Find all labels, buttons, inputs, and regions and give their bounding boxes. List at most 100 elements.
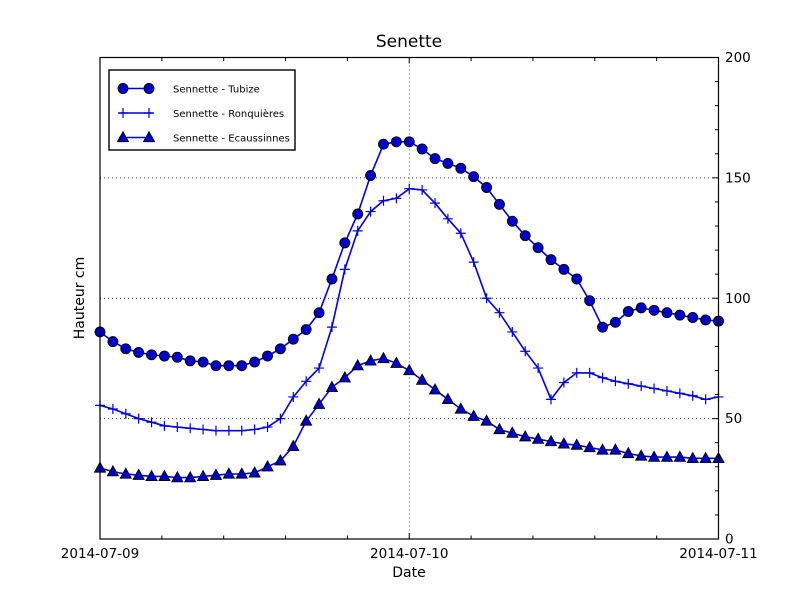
circle-marker bbox=[262, 350, 273, 362]
plus-marker bbox=[700, 394, 711, 405]
triangle-marker bbox=[325, 380, 339, 392]
x-tick-label-0: 2014-07-09 bbox=[61, 546, 139, 562]
plus-marker bbox=[533, 363, 544, 374]
circle-marker bbox=[609, 316, 621, 328]
series-sennette-ronqui-res bbox=[95, 183, 724, 436]
legend-label-tubize: Sennette - Tubize bbox=[173, 85, 260, 96]
triangle-marker bbox=[196, 469, 210, 482]
legend-markers bbox=[116, 83, 156, 143]
plus-marker bbox=[249, 424, 260, 435]
circle-marker bbox=[532, 242, 544, 254]
triangle-marker bbox=[699, 451, 712, 463]
y-tick-label-0: 0 bbox=[725, 532, 734, 548]
legend-box bbox=[108, 69, 296, 151]
triangle-marker bbox=[171, 470, 184, 483]
triangle-marker bbox=[441, 392, 455, 405]
triangle-marker bbox=[634, 449, 648, 461]
plus-marker bbox=[404, 183, 415, 194]
circle-marker bbox=[326, 273, 338, 285]
plus-marker bbox=[597, 372, 608, 383]
plus-marker bbox=[262, 422, 273, 433]
y-tick-label-200: 200 bbox=[725, 50, 751, 66]
circle-marker bbox=[236, 360, 248, 372]
plus-marker bbox=[172, 422, 183, 433]
plus-marker bbox=[275, 413, 286, 424]
circle-marker bbox=[571, 273, 583, 285]
plus-marker bbox=[378, 195, 389, 206]
plus-marker bbox=[210, 425, 221, 436]
triangle-marker bbox=[609, 443, 622, 455]
triangle-marker bbox=[183, 470, 197, 483]
plus-marker bbox=[352, 225, 363, 236]
circle-marker bbox=[274, 343, 286, 355]
triangle-marker bbox=[287, 439, 300, 451]
plus-marker bbox=[326, 322, 337, 333]
plus-marker bbox=[494, 307, 505, 318]
plus-marker bbox=[520, 346, 531, 357]
triangle-marker bbox=[570, 438, 584, 450]
legend: Sennette - Tubize Sennette - Ronquières … bbox=[108, 69, 296, 151]
circle-marker bbox=[442, 157, 454, 169]
circle-marker bbox=[313, 307, 325, 319]
plus-marker bbox=[571, 367, 582, 378]
circle-marker bbox=[223, 360, 235, 372]
circle-marker bbox=[506, 215, 518, 227]
plus-marker bbox=[107, 403, 118, 414]
triangle-marker bbox=[248, 466, 261, 478]
plus-marker bbox=[687, 390, 698, 401]
plus-marker bbox=[118, 108, 128, 118]
triangle-marker bbox=[106, 464, 120, 477]
circle-marker bbox=[390, 136, 402, 148]
series-layer bbox=[93, 136, 725, 483]
triangle-marker bbox=[209, 468, 223, 480]
circle-marker bbox=[661, 307, 673, 319]
plus-marker bbox=[481, 293, 492, 304]
circle-marker bbox=[597, 321, 608, 333]
triangle-marker bbox=[402, 363, 416, 376]
plus-marker bbox=[623, 378, 634, 389]
circle-marker bbox=[700, 314, 712, 326]
plus-marker bbox=[455, 228, 466, 239]
circle-marker bbox=[339, 237, 351, 249]
circle-marker bbox=[143, 83, 155, 94]
triangle-marker bbox=[377, 351, 390, 364]
circle-marker bbox=[158, 350, 170, 362]
plus-marker bbox=[442, 213, 453, 224]
legend-label-ecaussinnes: Sennette - Ecaussinnes bbox=[173, 134, 290, 145]
circle-marker bbox=[287, 333, 299, 345]
triangle-marker bbox=[596, 443, 609, 455]
circle-marker bbox=[171, 351, 183, 363]
circle-marker bbox=[352, 208, 364, 220]
circle-marker bbox=[117, 83, 129, 94]
plus-marker bbox=[120, 408, 131, 419]
circle-marker bbox=[133, 346, 145, 358]
triangle-marker bbox=[119, 467, 133, 479]
triangle-marker bbox=[467, 409, 480, 421]
circle-marker bbox=[455, 162, 467, 174]
triangle-marker bbox=[506, 426, 519, 438]
circle-marker bbox=[648, 304, 660, 316]
circle-marker bbox=[674, 309, 686, 321]
triangle-marker bbox=[390, 356, 403, 368]
triangle-marker bbox=[261, 460, 274, 472]
triangle-marker bbox=[415, 373, 429, 385]
axis-ticks bbox=[99, 57, 719, 540]
circle-marker bbox=[300, 324, 312, 335]
x-tick-label-1: 2014-07-10 bbox=[370, 546, 448, 562]
plus-marker bbox=[236, 425, 247, 436]
circle-marker bbox=[249, 356, 261, 368]
plus-marker bbox=[144, 108, 154, 118]
y-tick-label-100: 100 bbox=[725, 291, 751, 307]
plus-marker bbox=[133, 413, 144, 424]
circle-marker bbox=[481, 182, 493, 193]
plus-marker bbox=[159, 420, 170, 431]
triangle-marker bbox=[116, 130, 130, 143]
circle-marker bbox=[519, 230, 531, 242]
plus-marker bbox=[636, 381, 647, 392]
plus-marker bbox=[146, 417, 157, 428]
plus-marker bbox=[545, 394, 556, 405]
circle-marker bbox=[584, 295, 596, 307]
plus-marker bbox=[674, 388, 685, 399]
